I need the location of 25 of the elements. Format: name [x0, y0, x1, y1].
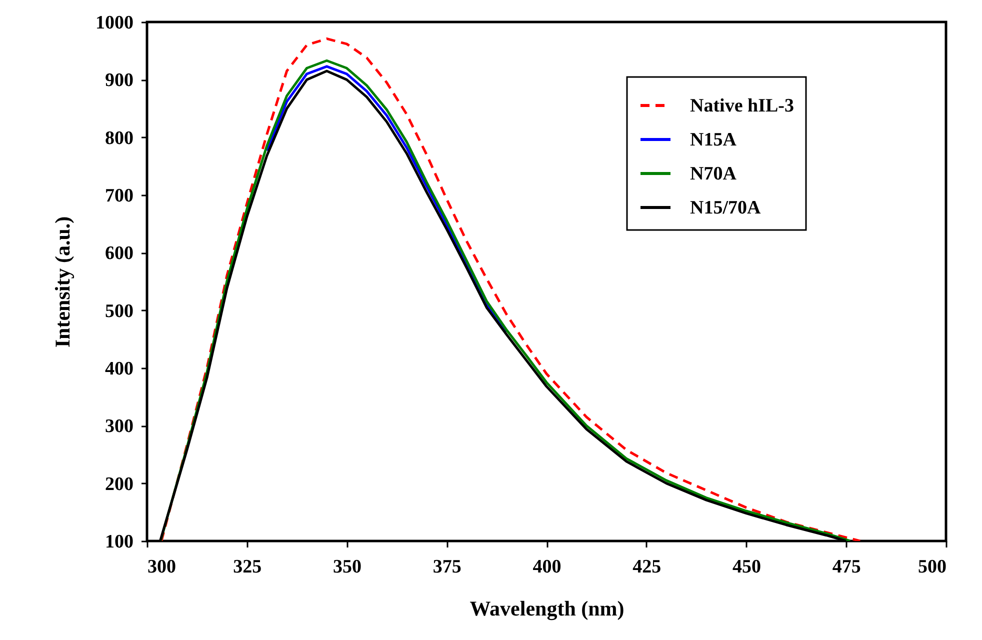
legend-label: N15A [690, 130, 737, 150]
x-tick-label: 500 [918, 556, 946, 578]
y-tick-label: 300 [105, 416, 134, 438]
y-tick-label: 400 [105, 358, 134, 380]
y-tick-label: 600 [105, 243, 134, 264]
x-axis-title: Wavelength (nm) [470, 596, 624, 620]
y-tick-label: 900 [105, 70, 134, 92]
y-tick-label: 1000 [96, 12, 134, 34]
x-tick-label: 350 [333, 556, 362, 578]
x-tick-label: 450 [732, 556, 761, 578]
y-tick-label: 700 [105, 186, 134, 206]
y-tick-label: 800 [105, 128, 134, 149]
x-tick-label: 400 [532, 556, 562, 578]
y-tick-label: 500 [105, 300, 134, 322]
y-tick-label: 200 [105, 474, 134, 495]
y-axis-title: Intensity (a.u.) [50, 216, 74, 348]
x-tick-label: 475 [832, 556, 861, 578]
legend-label: N15/70A [690, 198, 761, 218]
legend-label: Native hIL-3 [690, 96, 794, 116]
legend-label: N70A [690, 164, 737, 184]
x-tick-label: 325 [233, 556, 262, 578]
x-tick-label: 375 [432, 556, 462, 578]
y-tick-label: 100 [105, 532, 134, 552]
x-tick-label: 425 [632, 556, 662, 578]
x-tick-label: 300 [148, 556, 176, 578]
